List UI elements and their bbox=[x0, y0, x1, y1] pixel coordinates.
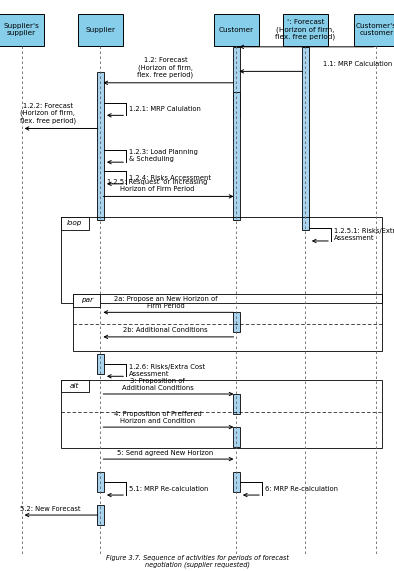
Text: 1.2.5.1: Risks/Extra Cost
Assessment: 1.2.5.1: Risks/Extra Cost Assessment bbox=[334, 228, 394, 241]
Text: alt: alt bbox=[70, 383, 80, 389]
Text: par: par bbox=[81, 297, 93, 303]
Bar bbox=[233, 47, 240, 118]
Text: loop: loop bbox=[67, 220, 83, 226]
Text: Supplier's
supplier: Supplier's supplier bbox=[4, 23, 40, 37]
Bar bbox=[233, 472, 240, 492]
Text: Customer's
customer: Customer's customer bbox=[356, 23, 394, 37]
Text: 1.2.4: Risks Accessment: 1.2.4: Risks Accessment bbox=[129, 175, 211, 180]
Bar bbox=[0, 14, 44, 46]
Text: 1.2.6: Risks/Extra Cost
Assessment: 1.2.6: Risks/Extra Cost Assessment bbox=[129, 364, 205, 376]
Text: 1.2: Forecast
(Horizon of firm,
flex. free period): 1.2: Forecast (Horizon of firm, flex. fr… bbox=[138, 57, 193, 78]
Bar bbox=[73, 294, 100, 307]
Text: 6: MRP Re-calculation: 6: MRP Re-calculation bbox=[265, 486, 338, 492]
Bar bbox=[97, 472, 104, 492]
Bar bbox=[78, 14, 123, 46]
Bar bbox=[233, 394, 240, 414]
Bar bbox=[214, 14, 259, 46]
Bar bbox=[233, 427, 240, 447]
Bar bbox=[61, 380, 89, 392]
Bar bbox=[233, 312, 240, 332]
Text: 2a: Propose an New Horizon of
Firm Period: 2a: Propose an New Horizon of Firm Perio… bbox=[114, 296, 217, 309]
Text: 3: Proposition of
Additional Conditions: 3: Proposition of Additional Conditions bbox=[122, 377, 193, 391]
Bar bbox=[233, 92, 240, 220]
Bar bbox=[97, 72, 104, 220]
Text: Figure 3.7. Sequence of activities for periods of forecast
negotiation (supplier: Figure 3.7. Sequence of activities for p… bbox=[106, 554, 288, 568]
Text: 1.2.1: MRP Calulation: 1.2.1: MRP Calulation bbox=[129, 106, 201, 112]
Text: 2b: Additional Conditions: 2b: Additional Conditions bbox=[123, 327, 208, 333]
Bar bbox=[61, 217, 382, 303]
Text: 1.2.5: Resquest 'or Increasing
Horizon of Firm Period: 1.2.5: Resquest 'or Increasing Horizon o… bbox=[108, 179, 208, 192]
Bar bbox=[61, 380, 382, 448]
Bar bbox=[61, 217, 89, 230]
Text: 4: Proposition of Preffered
Horizon and Condition: 4: Proposition of Preffered Horizon and … bbox=[114, 411, 201, 424]
Text: 5.1: MRP Re-calculation: 5.1: MRP Re-calculation bbox=[129, 486, 208, 492]
Bar bbox=[354, 14, 394, 46]
Text: 1.2.3: Load Planning
& Scheduling: 1.2.3: Load Planning & Scheduling bbox=[129, 150, 198, 162]
Text: Customer: Customer bbox=[219, 27, 254, 33]
Text: Supplier: Supplier bbox=[85, 27, 115, 33]
Bar bbox=[282, 14, 328, 46]
Text: 1.2.2: Forecast
(Horizon of firm,
flex. free period): 1.2.2: Forecast (Horizon of firm, flex. … bbox=[20, 103, 76, 124]
Text: 5.2: New Forecast: 5.2: New Forecast bbox=[20, 505, 80, 512]
Bar bbox=[97, 505, 104, 525]
Text: 5: Send agreed New Horizon: 5: Send agreed New Horizon bbox=[117, 449, 214, 456]
Text: 1.1: MRP Calculation: 1.1: MRP Calculation bbox=[323, 61, 392, 67]
Text: ': Forecast
(Horizon of firm,
flex. free period): ': Forecast (Horizon of firm, flex. free… bbox=[275, 19, 335, 41]
Bar bbox=[73, 294, 382, 351]
Bar bbox=[302, 47, 309, 230]
Bar bbox=[97, 354, 104, 374]
